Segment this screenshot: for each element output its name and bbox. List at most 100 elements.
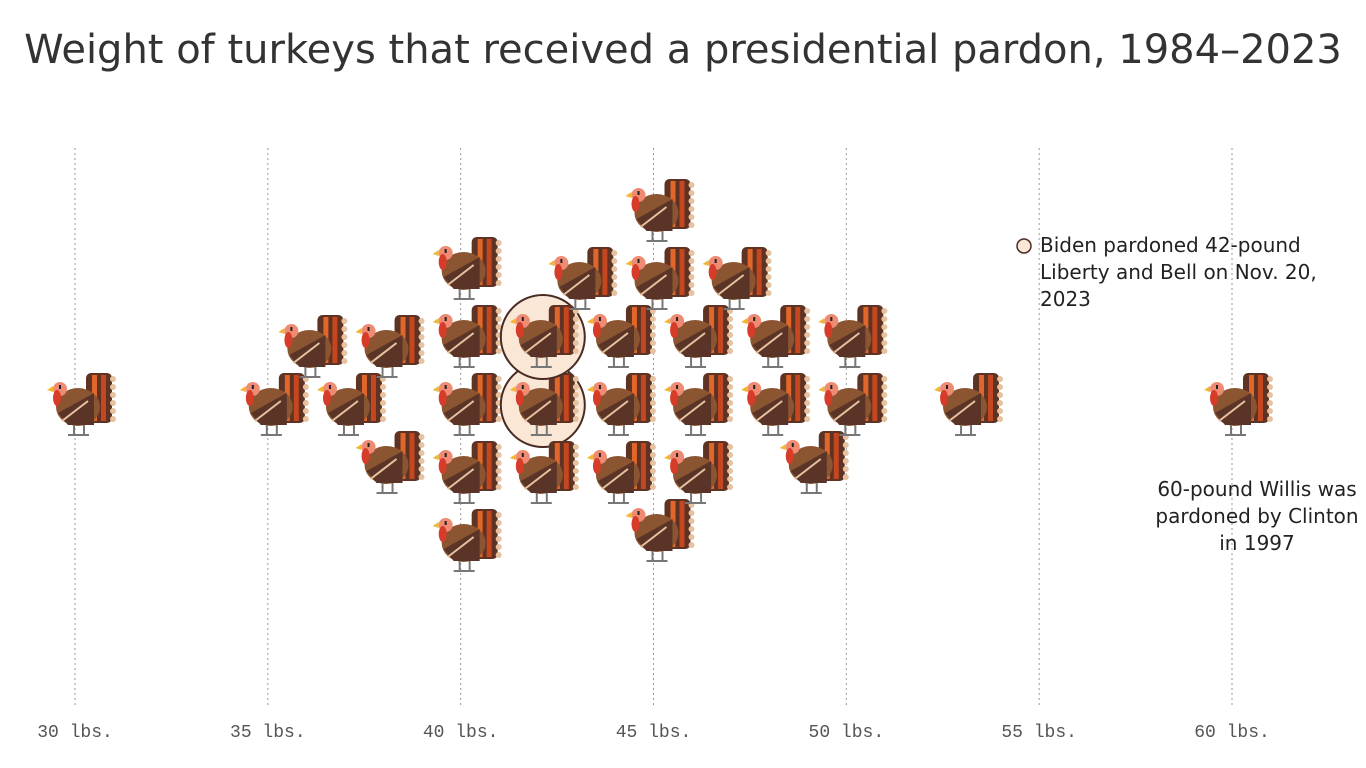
turkey-part bbox=[717, 274, 745, 296]
turkey-part bbox=[649, 384, 656, 390]
turkey-part bbox=[794, 458, 822, 480]
turkey-part bbox=[572, 452, 579, 458]
turkey-part bbox=[486, 307, 492, 353]
turkey-part bbox=[418, 318, 425, 324]
turkey-part bbox=[601, 332, 629, 354]
turkey-part bbox=[631, 516, 640, 532]
turkey-part bbox=[379, 384, 386, 390]
turkey-part bbox=[418, 334, 425, 340]
turkey bbox=[625, 499, 695, 562]
turkey-part bbox=[332, 317, 338, 363]
turkey-part bbox=[832, 400, 860, 422]
turkey-part bbox=[432, 454, 439, 460]
turkey-part bbox=[592, 390, 601, 406]
turkey-part bbox=[756, 249, 762, 295]
turkey-part bbox=[1267, 392, 1273, 398]
turkey-part bbox=[101, 375, 106, 421]
turkey-part bbox=[649, 476, 656, 482]
turkey-part bbox=[418, 358, 425, 364]
turkey-part bbox=[495, 416, 502, 422]
turkey-part bbox=[302, 384, 309, 390]
turkey-part bbox=[881, 316, 888, 322]
turkey-part bbox=[881, 340, 888, 346]
turkey-part bbox=[572, 324, 579, 330]
turkey-part bbox=[832, 332, 860, 354]
turkey-part bbox=[444, 317, 447, 321]
turkey-part bbox=[631, 196, 640, 212]
turkey-part bbox=[649, 468, 656, 474]
turkey bbox=[586, 305, 656, 368]
turkey-part bbox=[369, 342, 398, 364]
turkey-part bbox=[676, 317, 679, 321]
turkey-part bbox=[245, 390, 254, 406]
turkey-part bbox=[361, 448, 370, 464]
x-tick-label: 30 lbs. bbox=[37, 723, 113, 743]
turkey-part bbox=[670, 390, 679, 406]
turkey-part bbox=[727, 376, 734, 382]
turkey-part bbox=[649, 348, 656, 354]
turkey-part bbox=[341, 334, 348, 340]
turkey-part bbox=[611, 282, 618, 288]
turkey-part bbox=[418, 342, 425, 348]
turkey-part bbox=[833, 433, 839, 479]
turkey-part bbox=[946, 385, 949, 389]
turkey-part bbox=[639, 274, 668, 296]
turkey-part bbox=[447, 400, 475, 422]
turkey bbox=[509, 441, 579, 504]
turkey-part bbox=[718, 375, 724, 421]
turkey-part bbox=[495, 520, 502, 526]
turkey-part bbox=[940, 390, 949, 406]
turkey-part bbox=[765, 290, 772, 296]
turkey-part bbox=[688, 290, 695, 296]
turkey-part bbox=[649, 340, 656, 346]
turkey-part bbox=[640, 307, 646, 353]
turkey-part bbox=[447, 468, 475, 490]
turkey-part bbox=[804, 384, 811, 390]
turkey-part bbox=[447, 536, 475, 558]
turkey-part bbox=[727, 348, 734, 354]
turkey-part bbox=[486, 239, 492, 285]
turkey-part bbox=[495, 256, 502, 262]
turkey-part bbox=[688, 274, 695, 280]
turkey bbox=[664, 373, 734, 436]
turkey-part bbox=[988, 375, 994, 421]
turkey-part bbox=[572, 392, 579, 398]
turkey-part bbox=[495, 512, 502, 518]
turkey-part bbox=[444, 249, 447, 253]
turkey-part bbox=[495, 552, 502, 558]
turkey-part bbox=[444, 385, 447, 389]
turkey-part bbox=[649, 444, 656, 450]
turkey-part bbox=[765, 266, 772, 272]
turkey-part bbox=[881, 348, 888, 354]
turkey-part bbox=[727, 316, 734, 322]
turkey-part bbox=[727, 392, 734, 398]
turkey-part bbox=[548, 260, 555, 266]
turkey-part bbox=[586, 386, 593, 392]
turkey bbox=[355, 315, 425, 378]
turkey-part bbox=[727, 400, 734, 406]
turkey-part bbox=[842, 474, 849, 480]
turkey-part bbox=[355, 444, 362, 450]
turkey-part bbox=[53, 390, 61, 406]
turkey-part bbox=[418, 350, 425, 356]
turkey-part bbox=[110, 384, 116, 390]
turkey-part bbox=[438, 254, 447, 270]
turkey-part bbox=[447, 264, 475, 286]
turkey-part bbox=[341, 318, 348, 324]
turkey-part bbox=[881, 384, 888, 390]
turkey-part bbox=[727, 324, 734, 330]
turkey-part bbox=[881, 416, 888, 422]
turkey-part bbox=[521, 385, 524, 389]
turkey-part bbox=[649, 324, 656, 330]
turkey-part bbox=[1267, 384, 1273, 390]
turkey-part bbox=[379, 416, 386, 422]
turkey-part bbox=[702, 260, 709, 266]
turkey-part bbox=[572, 444, 579, 450]
turkey-part bbox=[639, 206, 668, 228]
turkey-part bbox=[753, 317, 756, 321]
turkey-part bbox=[379, 408, 386, 414]
turkey-part bbox=[688, 222, 695, 228]
x-tick-label: 60 lbs. bbox=[1194, 723, 1270, 743]
turkey-part bbox=[495, 348, 502, 354]
turkey-part bbox=[611, 266, 618, 272]
